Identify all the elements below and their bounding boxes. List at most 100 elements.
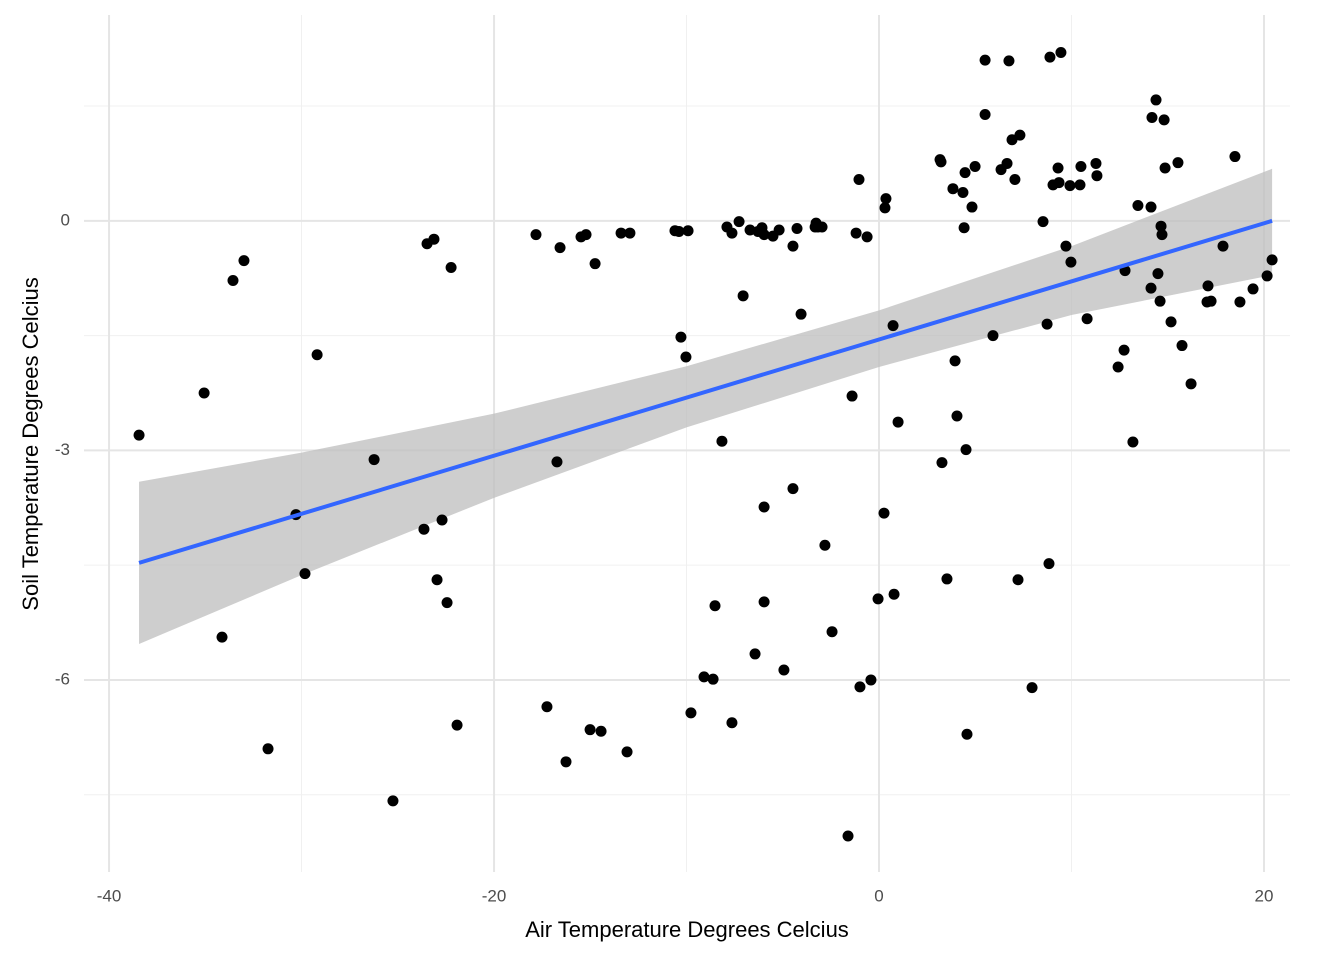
point <box>773 224 785 236</box>
point <box>560 756 572 768</box>
point <box>726 717 738 729</box>
point <box>1112 361 1124 373</box>
x-tick-label: 20 <box>1255 886 1274 905</box>
point <box>726 227 738 239</box>
point <box>816 221 828 233</box>
point <box>733 216 745 228</box>
point <box>680 351 692 363</box>
point <box>554 242 566 254</box>
x-tick-label: 0 <box>874 886 883 905</box>
point <box>716 435 728 447</box>
point <box>621 746 633 758</box>
point <box>879 202 891 214</box>
point <box>441 597 453 609</box>
point <box>451 719 463 731</box>
point <box>530 229 542 241</box>
x-tick-label: -20 <box>482 886 507 905</box>
point <box>299 568 311 580</box>
point <box>1060 240 1072 252</box>
point <box>749 648 761 660</box>
point <box>541 701 553 713</box>
point <box>960 444 972 456</box>
point <box>1247 283 1259 295</box>
point <box>580 229 592 241</box>
point <box>1176 340 1188 352</box>
point <box>969 161 981 173</box>
point <box>872 593 884 605</box>
point <box>436 514 448 526</box>
point <box>1014 129 1026 141</box>
point <box>595 725 607 737</box>
point <box>979 54 991 66</box>
point <box>787 240 799 252</box>
x-axis-title: Air Temperature Degrees Celcius <box>525 917 849 942</box>
point <box>966 201 978 213</box>
point <box>1150 94 1162 106</box>
point <box>1012 574 1024 586</box>
point <box>227 275 239 287</box>
point <box>758 229 770 241</box>
point <box>238 255 250 267</box>
point <box>758 596 770 608</box>
point <box>959 167 971 179</box>
point <box>888 588 900 600</box>
point <box>1154 295 1166 307</box>
point <box>387 795 399 807</box>
point <box>1037 216 1049 228</box>
point <box>846 390 858 402</box>
point <box>861 231 873 243</box>
point <box>1090 157 1102 169</box>
point <box>892 416 904 428</box>
point <box>961 728 973 740</box>
point <box>1001 157 1013 169</box>
point <box>1158 114 1170 126</box>
point <box>589 258 601 270</box>
point <box>1261 270 1273 282</box>
point <box>709 600 721 612</box>
point <box>1044 51 1056 63</box>
point <box>842 830 854 842</box>
y-tick-label: -3 <box>55 440 70 459</box>
point <box>1145 201 1157 213</box>
point <box>819 539 831 551</box>
fit-line <box>138 218 1273 565</box>
x-tick-label: -40 <box>97 886 122 905</box>
point <box>850 227 862 239</box>
y-tick-label: -6 <box>55 669 70 688</box>
y-tick-label: 0 <box>61 210 70 229</box>
point <box>1217 240 1229 252</box>
point <box>1234 296 1246 308</box>
point <box>1159 162 1171 174</box>
point <box>887 320 899 332</box>
point <box>1043 558 1055 570</box>
point <box>791 222 803 234</box>
point <box>947 183 959 195</box>
point <box>1152 268 1164 280</box>
point <box>673 226 685 238</box>
point <box>1052 162 1064 174</box>
point <box>787 483 799 495</box>
point <box>1266 254 1278 266</box>
point <box>1075 161 1087 173</box>
point <box>987 330 999 342</box>
point <box>311 349 323 361</box>
point <box>1132 200 1144 212</box>
point <box>1064 180 1076 192</box>
point <box>133 429 145 441</box>
point <box>707 673 719 685</box>
point <box>584 724 596 736</box>
point <box>826 626 838 638</box>
point <box>1081 313 1093 325</box>
point <box>1229 151 1241 163</box>
point <box>1127 436 1139 448</box>
point <box>675 331 687 343</box>
point <box>615 227 627 239</box>
point <box>1003 55 1015 67</box>
point <box>262 743 274 755</box>
point <box>935 156 947 168</box>
point <box>878 507 890 519</box>
point <box>551 456 563 468</box>
point <box>1074 179 1086 191</box>
point <box>216 631 228 643</box>
point <box>1145 282 1157 294</box>
